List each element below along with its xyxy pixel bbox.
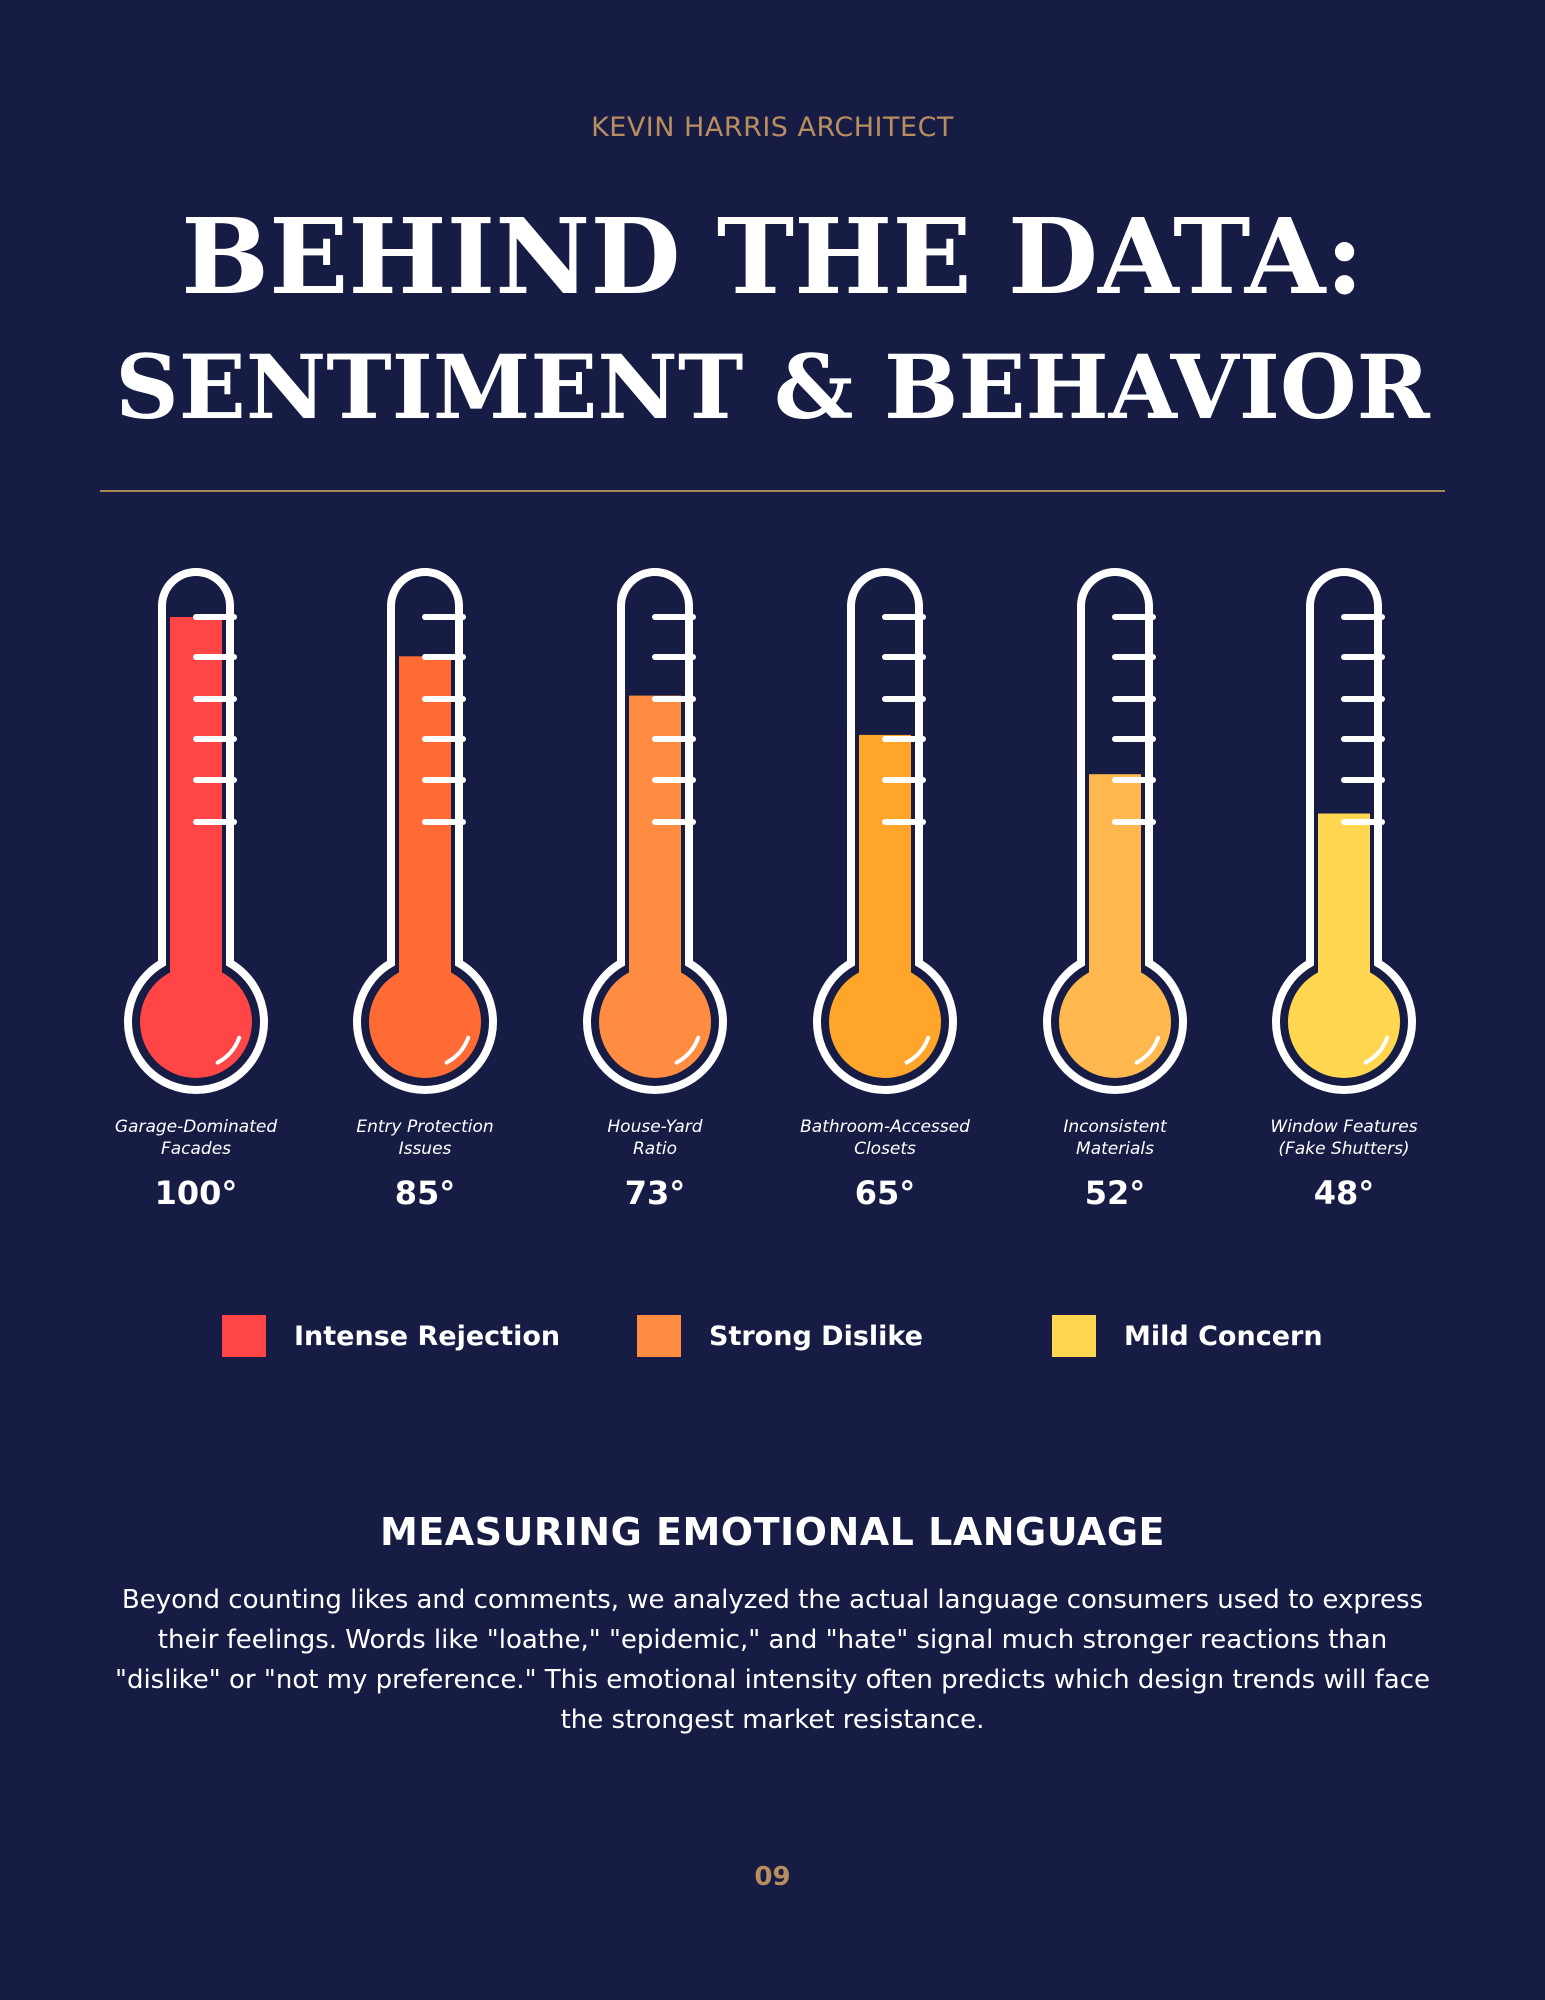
legend-swatch bbox=[1052, 1315, 1096, 1357]
category-label-line: Garage-Dominated bbox=[115, 1117, 277, 1137]
bulb-highlight bbox=[1134, 1035, 1161, 1065]
thermometer-2: Entry Protection Issues 85° bbox=[353, 568, 497, 1212]
thermometer-3: House-Yard Ratio 73° bbox=[583, 568, 727, 1212]
mercury-bulb bbox=[599, 966, 711, 1078]
section-body: Beyond counting likes and comments, we a… bbox=[114, 1585, 1431, 1735]
legend-item-strong-dislike: Strong Dislike bbox=[637, 1314, 923, 1358]
legend-label: Mild Concern bbox=[1124, 1320, 1323, 1352]
value-label: 73° bbox=[625, 1174, 686, 1212]
mercury-bulb bbox=[829, 966, 941, 1078]
section-title: MEASURING EMOTIONAL LANGUAGE bbox=[380, 1510, 1165, 1554]
category-label: Bathroom-Accessed Closets bbox=[800, 1117, 970, 1159]
mercury-bulb bbox=[140, 966, 252, 1078]
category-label: Entry Protection Issues bbox=[356, 1117, 493, 1159]
category-label-line: Closets bbox=[854, 1139, 916, 1159]
category-label-line: Entry Protection bbox=[356, 1117, 493, 1137]
chart-legend: Intense Rejection Strong Dislike Mild Co… bbox=[0, 1314, 1545, 1358]
category-label-line: Issues bbox=[399, 1139, 452, 1159]
mercury-bulb bbox=[1288, 966, 1400, 1078]
category-label-line: House-Yard bbox=[607, 1117, 702, 1137]
page-title-line2: SENTIMENT & BEHAVIOR bbox=[115, 335, 1430, 439]
mercury-column bbox=[399, 656, 451, 1022]
mercury-bulb bbox=[369, 966, 481, 1078]
page-title-line1: BEHIND THE DATA: bbox=[181, 195, 1364, 318]
bulb-highlight bbox=[444, 1035, 471, 1065]
category-label: Window Features (Fake Shutters) bbox=[1270, 1117, 1417, 1159]
title-divider bbox=[100, 490, 1445, 492]
legend-swatch bbox=[637, 1315, 681, 1357]
category-label-line: Bathroom-Accessed bbox=[800, 1117, 970, 1137]
bulb-highlight bbox=[1363, 1035, 1390, 1065]
category-label-line: Inconsistent bbox=[1063, 1117, 1168, 1137]
bulb-highlight bbox=[674, 1035, 701, 1065]
category-label: House-Yard Ratio bbox=[607, 1117, 702, 1159]
legend-item-intense-rejection: Intense Rejection bbox=[222, 1314, 560, 1358]
bulb-highlight bbox=[904, 1035, 931, 1065]
thermometer-4: Bathroom-Accessed Closets 65° bbox=[800, 568, 970, 1212]
value-label: 65° bbox=[855, 1174, 916, 1212]
thermometer-5: Inconsistent Materials 52° bbox=[1043, 568, 1187, 1212]
category-label-line: Window Features bbox=[1270, 1117, 1417, 1137]
category-label-line: Facades bbox=[161, 1139, 231, 1159]
value-label: 48° bbox=[1314, 1174, 1375, 1212]
bulb-highlight bbox=[215, 1035, 242, 1065]
legend-item-mild-concern: Mild Concern bbox=[1052, 1314, 1323, 1358]
mercury-bulb bbox=[1059, 966, 1171, 1078]
category-label-line: (Fake Shutters) bbox=[1278, 1139, 1409, 1159]
legend-label: Intense Rejection bbox=[294, 1320, 561, 1352]
category-label-line: Ratio bbox=[633, 1139, 677, 1159]
thermometer-1: Garage-Dominated Facades 100° bbox=[115, 568, 277, 1212]
brand-name: KEVIN HARRIS ARCHITECT bbox=[591, 112, 954, 143]
legend-label: Strong Dislike bbox=[709, 1320, 923, 1352]
value-label: 85° bbox=[395, 1174, 456, 1212]
category-label: Garage-Dominated Facades bbox=[115, 1117, 277, 1159]
value-label: 52° bbox=[1085, 1174, 1146, 1212]
thermometer-chart: Garage-Dominated Facades 100° Entry Protect… bbox=[115, 568, 1418, 1212]
legend-swatch bbox=[222, 1315, 266, 1357]
category-label-line: Materials bbox=[1076, 1139, 1154, 1159]
page-number: 09 bbox=[754, 1862, 791, 1892]
value-label: 100° bbox=[155, 1174, 238, 1212]
thermometer-6: Window Features (Fake Shutters) 48° bbox=[1270, 568, 1418, 1212]
category-label: Inconsistent Materials bbox=[1063, 1117, 1168, 1159]
